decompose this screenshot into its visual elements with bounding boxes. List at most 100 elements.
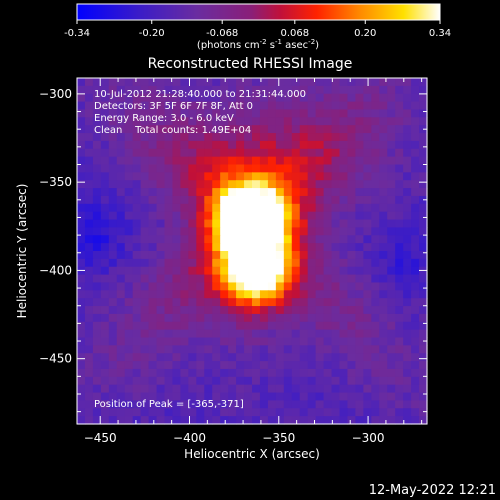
heatmap-cell: [164, 376, 174, 386]
heatmap-cell: [140, 227, 150, 236]
heatmap-cell: [236, 376, 245, 386]
heatmap-cell: [307, 361, 317, 370]
heatmap-cell: [188, 156, 197, 166]
heatmap-cell: [275, 101, 285, 111]
heatmap-cell: [315, 180, 325, 189]
heatmap-cell: [108, 258, 118, 268]
heatmap-cell: [220, 93, 229, 103]
heatmap-cell: [164, 258, 174, 268]
heatmap-cell: [419, 282, 428, 291]
heatmap-cell: [124, 195, 134, 205]
heatmap-cell: [403, 290, 412, 299]
heatmap-cell: [172, 258, 181, 268]
heatmap-cell: [339, 274, 349, 284]
heatmap-cell: [132, 337, 142, 346]
heatmap-cell: [244, 368, 253, 378]
heatmap-cell: [252, 408, 261, 417]
heatmap-cell: [355, 408, 364, 417]
heatmap-cell: [299, 361, 309, 370]
heatmap-cell: [403, 368, 412, 378]
heatmap-cell: [77, 203, 86, 213]
heatmap-cell: [100, 392, 110, 402]
heatmap-cell: [331, 195, 341, 205]
heatmap-cell: [164, 353, 174, 362]
heatmap-cell: [379, 148, 388, 158]
heatmap-cell: [339, 258, 349, 268]
heatmap-cell: [315, 298, 325, 307]
heatmap-cell: [411, 195, 420, 205]
heatmap-cell: [291, 227, 301, 236]
heatmap-cell: [275, 400, 285, 409]
heatmap-cell: [419, 416, 428, 425]
heatmap-cell: [355, 109, 364, 118]
heatmap-cell: [196, 251, 205, 260]
heatmap-cell: [331, 290, 341, 299]
heatmap-cell: [371, 227, 380, 236]
heatmap-cell: [323, 188, 333, 197]
colorbar-tick-label: -0.34: [64, 28, 90, 39]
heatmap-cell: [212, 125, 221, 134]
x-axis: −450 −400 −350 −300: [84, 78, 423, 445]
heatmap-cell: [363, 235, 372, 244]
heatmap-cell: [188, 282, 197, 291]
heatmap-cell: [244, 345, 253, 354]
heatmap-cell: [307, 109, 317, 118]
heatmap-cell: [140, 125, 150, 134]
heatmap-cell: [212, 298, 221, 307]
heatmap-cell: [124, 266, 134, 276]
heatmap-cell: [212, 282, 221, 291]
heatmap-cell: [212, 416, 221, 425]
heatmap-cell: [403, 164, 412, 173]
heatmap-cell: [244, 148, 253, 158]
heatmap-cell: [307, 416, 317, 425]
heatmap-cell: [315, 133, 325, 142]
heatmap-cell: [371, 368, 380, 378]
heatmap-cell: [307, 290, 317, 299]
heatmap-cell: [236, 274, 245, 284]
heatmap-cell: [132, 376, 142, 386]
heatmap-cell: [132, 361, 142, 370]
heatmap-cell: [355, 361, 364, 370]
heatmap-cell: [307, 306, 317, 315]
heatmap-cell: [188, 195, 197, 205]
heatmap-cell: [267, 282, 277, 291]
heatmap-cell: [116, 298, 126, 307]
heatmap-cell: [172, 376, 181, 386]
heatmap-cell: [244, 140, 253, 150]
heatmap-cell: [347, 274, 356, 284]
heatmap-cell: [387, 274, 396, 284]
heatmap-cell: [77, 298, 86, 307]
heatmap-cell: [307, 172, 317, 181]
heatmap-cell: [228, 203, 237, 213]
heatmap-cell: [379, 321, 388, 331]
heatmap-cell: [156, 313, 166, 323]
heatmap-cell: [220, 329, 229, 339]
heatmap-cell: [116, 188, 126, 197]
heatmap-cell: [307, 195, 317, 205]
heatmap-cell: [100, 313, 110, 323]
heatmap-cell: [395, 368, 404, 378]
heatmap-cell: [387, 298, 396, 307]
heatmap-cell: [164, 109, 174, 118]
heatmap-cell: [228, 258, 237, 268]
heatmap-cell: [347, 384, 356, 394]
heatmap-cell: [196, 180, 205, 189]
heatmap-cell: [299, 203, 309, 213]
heatmap-cell: [331, 156, 341, 166]
heatmap-cell: [212, 101, 221, 111]
heatmap-cell: [315, 101, 325, 111]
heatmap-cell: [339, 195, 349, 205]
heatmap-cell: [196, 117, 205, 126]
heatmap-cell: [347, 109, 356, 118]
heatmap-cell: [371, 290, 380, 299]
heatmap-cell: [92, 117, 102, 126]
info-line-detectors: Detectors: 3F 5F 6F 7F 8F, Att 0: [94, 101, 253, 112]
heatmap-cell: [347, 345, 356, 354]
heatmap-cell: [299, 416, 309, 425]
heatmap-cell: [156, 329, 166, 339]
heatmap-cell: [164, 321, 174, 331]
heatmap-cell: [164, 416, 174, 425]
heatmap-cell: [411, 251, 420, 260]
heatmap-cell: [172, 211, 181, 221]
heatmap-cell: [283, 180, 293, 189]
